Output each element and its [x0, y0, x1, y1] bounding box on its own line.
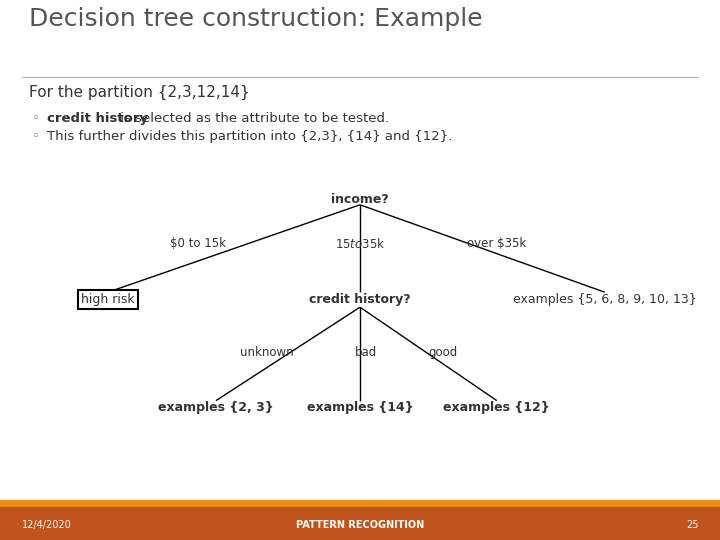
Text: Decision tree construction: Example: Decision tree construction: Example — [29, 8, 482, 31]
Text: unknown: unknown — [240, 346, 293, 359]
Text: ◦: ◦ — [32, 130, 40, 143]
Text: examples {2, 3}: examples {2, 3} — [158, 401, 274, 414]
Bar — [0, 500, 720, 507]
Text: PATTERN RECOGNITION: PATTERN RECOGNITION — [296, 519, 424, 530]
Text: examples {12}: examples {12} — [444, 401, 550, 414]
Text: examples {5, 6, 8, 9, 10, 13}: examples {5, 6, 8, 9, 10, 13} — [513, 293, 697, 306]
Text: is selected as the attribute to be tested.: is selected as the attribute to be teste… — [116, 112, 389, 125]
Text: credit history?: credit history? — [309, 293, 411, 306]
Text: ◦: ◦ — [32, 112, 40, 125]
Text: $0 to 15k: $0 to 15k — [170, 237, 226, 250]
Text: $15 to $35k: $15 to $35k — [335, 237, 385, 251]
Text: good: good — [428, 346, 457, 359]
Text: income?: income? — [331, 193, 389, 206]
Text: examples {14}: examples {14} — [307, 401, 413, 414]
Text: high risk: high risk — [81, 293, 135, 306]
Text: For the partition {2,3,12,14}: For the partition {2,3,12,14} — [29, 85, 250, 100]
Text: credit history: credit history — [47, 112, 148, 125]
Text: 12/4/2020: 12/4/2020 — [22, 519, 71, 530]
Text: over $35k: over $35k — [467, 237, 526, 250]
Text: This further divides this partition into {2,3}, {14} and {12}.: This further divides this partition into… — [47, 130, 452, 143]
Text: bad: bad — [355, 346, 377, 359]
Bar — [0, 507, 720, 540]
Text: 25: 25 — [686, 519, 698, 530]
